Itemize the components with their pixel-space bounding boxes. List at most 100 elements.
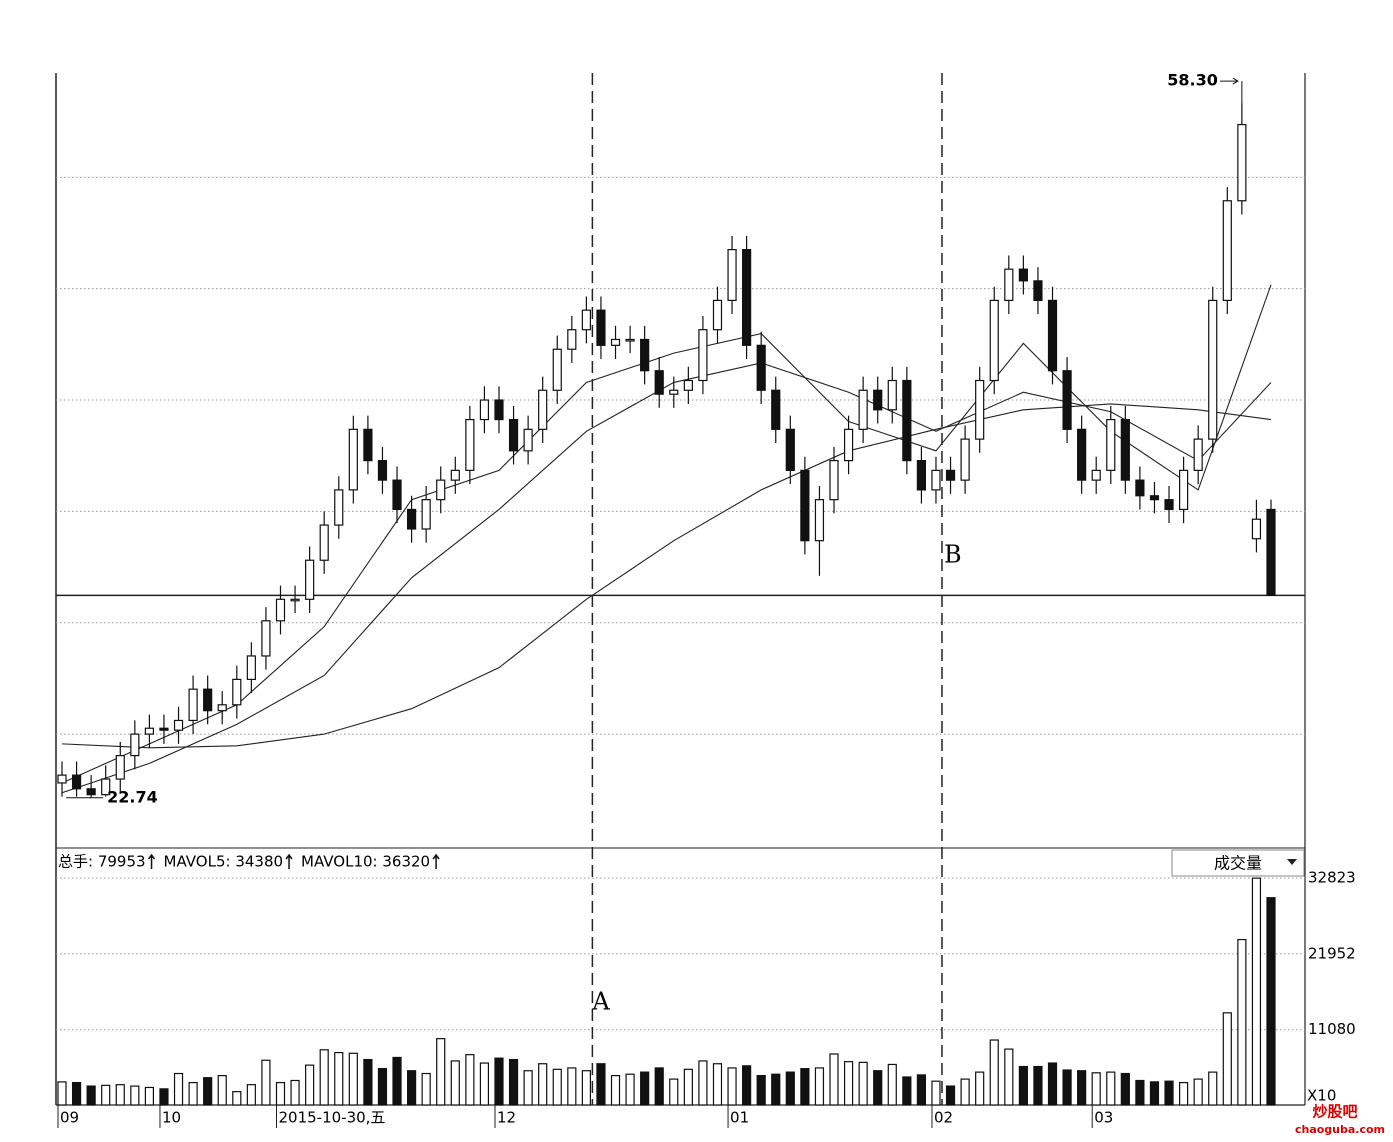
candle-body bbox=[669, 389, 679, 395]
volume-bar bbox=[712, 1063, 723, 1106]
candle-body bbox=[115, 754, 125, 780]
volume-unit: X10 bbox=[1307, 1087, 1336, 1105]
x-tick-label: 12 bbox=[497, 1109, 516, 1127]
candle-body bbox=[843, 428, 854, 462]
candle-body bbox=[960, 438, 970, 481]
candle-body bbox=[1120, 418, 1130, 481]
candle-body bbox=[698, 329, 708, 382]
candle-body bbox=[465, 418, 475, 471]
marker-label: B bbox=[944, 541, 962, 569]
volume-bar bbox=[916, 1074, 927, 1106]
y-tick-label: 32823 bbox=[1308, 869, 1356, 887]
volume-bar bbox=[101, 1084, 111, 1106]
volume-bar bbox=[960, 1078, 970, 1106]
candle-body bbox=[800, 469, 810, 542]
candle-body bbox=[1149, 495, 1160, 501]
volume-bar bbox=[348, 1052, 358, 1106]
candle-body bbox=[742, 249, 752, 346]
volume-bar bbox=[1077, 1070, 1087, 1106]
volume-bar bbox=[1062, 1069, 1072, 1106]
volume-bar bbox=[479, 1062, 490, 1106]
candle-body bbox=[1222, 200, 1232, 302]
candle-body bbox=[305, 559, 315, 600]
candle-body bbox=[86, 788, 96, 796]
x-tick-label: 09 bbox=[60, 1109, 79, 1127]
volume-bar bbox=[377, 1068, 388, 1106]
volume-bar bbox=[1018, 1065, 1028, 1106]
volume-bar bbox=[945, 1085, 956, 1106]
volume-bar bbox=[1047, 1062, 1058, 1106]
candle-body bbox=[1047, 299, 1058, 372]
volume-bar bbox=[975, 1071, 985, 1106]
volume-bar bbox=[785, 1071, 795, 1106]
volume-bar bbox=[421, 1072, 431, 1106]
volume-bar bbox=[86, 1085, 96, 1106]
candle-body bbox=[494, 399, 504, 421]
candle-body bbox=[392, 479, 402, 511]
candle-body bbox=[567, 329, 577, 350]
watermark-name: 炒股吧 bbox=[1312, 1103, 1357, 1121]
volume-bar bbox=[494, 1057, 504, 1106]
moving-average bbox=[61, 403, 1272, 749]
volume-bar bbox=[363, 1058, 373, 1106]
volume-bar bbox=[698, 1060, 708, 1106]
candle-body bbox=[246, 655, 256, 681]
volume-bar bbox=[57, 1081, 67, 1106]
candle-body bbox=[1208, 299, 1218, 440]
volume-bar bbox=[742, 1065, 752, 1106]
candle-body bbox=[1077, 428, 1087, 481]
candle-body bbox=[1004, 268, 1014, 302]
candle-body bbox=[436, 479, 446, 501]
volume-bar bbox=[261, 1059, 271, 1106]
high-arrow bbox=[1219, 77, 1243, 104]
candle-body bbox=[275, 598, 286, 622]
candle-body bbox=[712, 299, 723, 331]
candle-body bbox=[421, 499, 431, 530]
x-tick-label: 2015-10-30,五 bbox=[278, 1109, 385, 1127]
candle-body bbox=[683, 379, 693, 391]
candle-body bbox=[1062, 370, 1072, 430]
volume-bar bbox=[523, 1070, 533, 1106]
volume-bar bbox=[232, 1091, 242, 1106]
volume-bar bbox=[640, 1071, 650, 1106]
volume-bar bbox=[319, 1049, 329, 1106]
volume-bar bbox=[843, 1061, 854, 1106]
volume-bar bbox=[887, 1063, 897, 1106]
candle-body bbox=[261, 620, 271, 657]
candle-body bbox=[1033, 280, 1043, 302]
candle-body bbox=[290, 598, 300, 602]
volume-bar bbox=[814, 1067, 825, 1106]
header-item: MAVOL5: 34380 bbox=[164, 853, 284, 871]
indicator-selector[interactable] bbox=[1171, 849, 1305, 877]
candle-body bbox=[771, 389, 781, 430]
candle-body bbox=[596, 309, 606, 346]
volume-header: 总手: 79953 MAVOL5: 34380 MAVOL10: 36320 bbox=[58, 853, 440, 871]
candle-body bbox=[159, 727, 169, 731]
candle-body bbox=[450, 469, 460, 481]
volume-bar bbox=[902, 1076, 912, 1106]
x-tick-label: 10 bbox=[162, 1109, 181, 1127]
volume-bar bbox=[1135, 1079, 1145, 1106]
volume-bar bbox=[1266, 897, 1276, 1106]
up-arrow bbox=[147, 853, 156, 869]
volume-bar bbox=[436, 1038, 446, 1106]
candle-body bbox=[1018, 268, 1028, 282]
volume-bar bbox=[625, 1073, 635, 1106]
candle-body bbox=[581, 309, 591, 331]
candle-body bbox=[1266, 508, 1276, 596]
x-tick-label: 01 bbox=[730, 1109, 749, 1127]
candle-body bbox=[348, 428, 358, 491]
candle-body bbox=[887, 379, 897, 411]
volume-bar bbox=[275, 1081, 286, 1106]
candle-body bbox=[508, 418, 519, 452]
up-arrow bbox=[432, 853, 440, 869]
candle-body bbox=[203, 688, 213, 712]
volume-bar bbox=[931, 1080, 941, 1106]
moving-average bbox=[61, 284, 1272, 784]
header-item: MAVOL10: 36320 bbox=[301, 853, 430, 871]
candle-body bbox=[319, 524, 329, 561]
candle-body bbox=[916, 459, 927, 491]
candle-body bbox=[130, 733, 140, 757]
